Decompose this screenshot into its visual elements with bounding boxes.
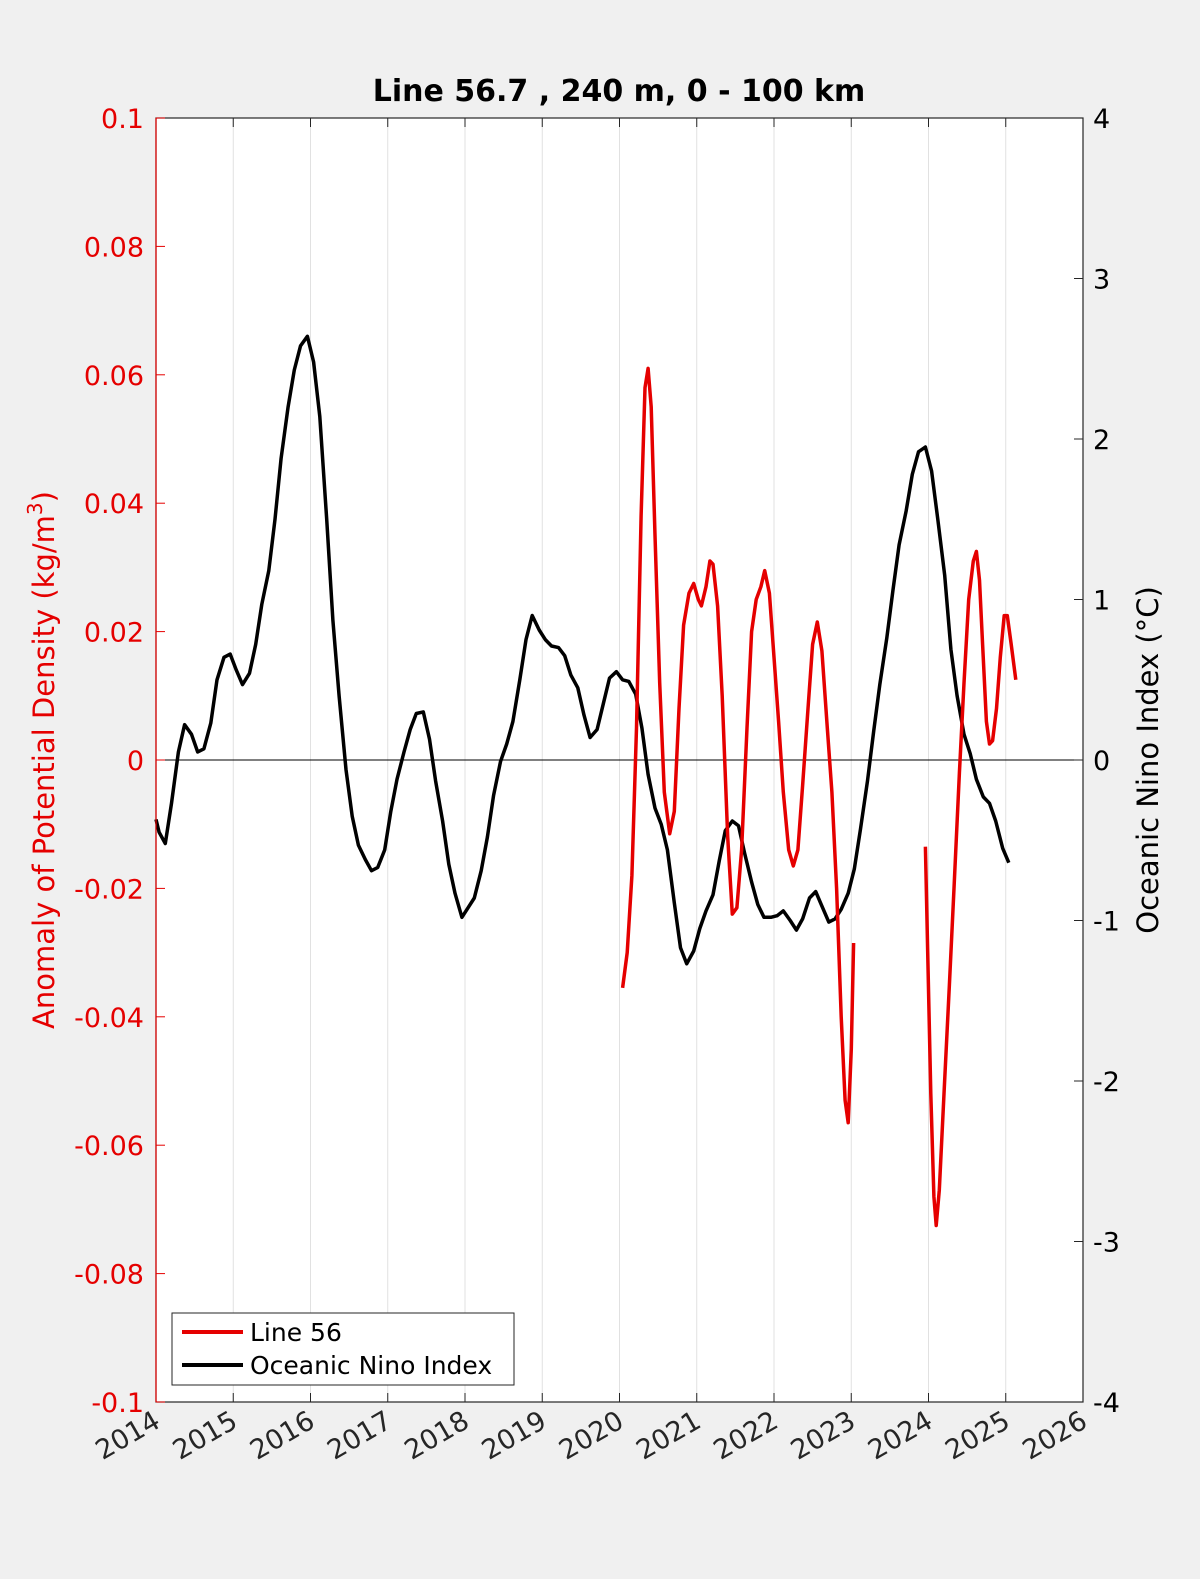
y-left-tick-label: 0.1 bbox=[101, 104, 144, 135]
y-axis-left-label-superscript: 3 bbox=[23, 502, 47, 515]
y-axis-left-label: Anomaly of Potential Density (kg/m3) bbox=[23, 491, 61, 1029]
legend-label-oni: Oceanic Nino Index bbox=[250, 1351, 492, 1380]
y-right-tick-label: -4 bbox=[1093, 1388, 1120, 1419]
y-left-tick-label: 0.08 bbox=[84, 232, 144, 263]
y-left-tick-label: -0.06 bbox=[74, 1131, 144, 1162]
y-axis-left-label-text: Anomaly of Potential Density (kg/m bbox=[27, 515, 61, 1029]
y-right-tick-label: 1 bbox=[1093, 586, 1110, 617]
y-right-tick-label: -1 bbox=[1093, 907, 1120, 938]
legend-box bbox=[171, 1312, 515, 1386]
y-right-tick-label: -3 bbox=[1093, 1228, 1120, 1259]
y-left-tick-label: -0.04 bbox=[74, 1003, 144, 1034]
y-left-tick-label: -0.1 bbox=[91, 1388, 144, 1419]
legend-label-line56: Line 56 bbox=[250, 1318, 342, 1347]
y-right-tick-label: 0 bbox=[1093, 746, 1110, 777]
y-left-tick-label: 0 bbox=[127, 746, 144, 777]
series-line-oceanic-nino-index bbox=[154, 334, 1011, 966]
series-line-line56-segment-1 bbox=[923, 549, 1018, 1228]
y-right-tick-label: 2 bbox=[1093, 425, 1110, 456]
y-left-tick-label: 0.06 bbox=[84, 361, 144, 392]
series-line-line56-segment-0 bbox=[620, 366, 856, 1125]
legend: Line 56 Oceanic Nino Index bbox=[171, 1312, 515, 1386]
y-left-tick-label: 0.04 bbox=[84, 489, 144, 520]
y-axis-left-label-close: ) bbox=[27, 491, 61, 502]
y-axis-left: 0.1 0.08 0.06 0.04 0.02 0 -0.02 -0.04 -0.06 -0.08… bbox=[74, 104, 165, 1419]
y-left-tick-label: 0.02 bbox=[84, 618, 144, 649]
y-axis-right: 4 3 2 1 0 -1 -2 -3 -4 bbox=[1074, 104, 1120, 1419]
chart-title: Line 56.7 , 240 m, 0 - 100 km bbox=[373, 74, 866, 109]
y-right-tick-label: -2 bbox=[1093, 1067, 1120, 1098]
y-right-tick-label: 3 bbox=[1093, 265, 1110, 296]
series-layer bbox=[154, 334, 1018, 1228]
y-left-tick-label: -0.02 bbox=[74, 874, 144, 905]
y-left-tick-label: -0.08 bbox=[74, 1260, 144, 1291]
y-right-tick-label: 4 bbox=[1093, 104, 1110, 135]
y-axis-right-label: Oceanic Nino Index (°C) bbox=[1131, 586, 1165, 934]
